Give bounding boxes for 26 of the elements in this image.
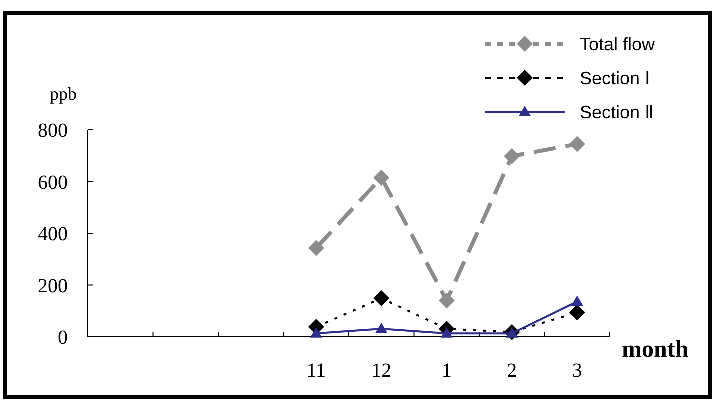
point <box>571 296 584 306</box>
point <box>569 304 586 321</box>
point <box>438 292 455 309</box>
point <box>374 170 390 186</box>
legend-label: Section Ⅰ <box>580 68 650 88</box>
point <box>376 322 388 334</box>
x-tick-label: 3 <box>572 360 582 382</box>
x-tick-label: 2 <box>507 360 518 382</box>
point <box>569 136 586 152</box>
point <box>310 328 322 338</box>
point <box>504 148 520 164</box>
y-tick-label: 600 <box>38 172 68 194</box>
point <box>374 290 390 306</box>
x-tick-label: 11 <box>306 360 326 382</box>
y-axis-title: ppb <box>50 84 77 104</box>
y-tick-label: 800 <box>38 120 68 142</box>
point <box>440 328 453 338</box>
point <box>308 240 324 256</box>
y-tick-label: 200 <box>38 275 68 298</box>
x-axis-title: month <box>622 337 689 363</box>
x-tick-label: 12 <box>372 360 392 382</box>
y-tick-label: 400 <box>38 224 68 246</box>
x-tick-label: 1 <box>442 360 452 382</box>
y-tick-label: 0 <box>58 327 68 349</box>
legend-label: Section Ⅱ <box>580 102 654 122</box>
legend-label: Total flow <box>580 34 656 54</box>
